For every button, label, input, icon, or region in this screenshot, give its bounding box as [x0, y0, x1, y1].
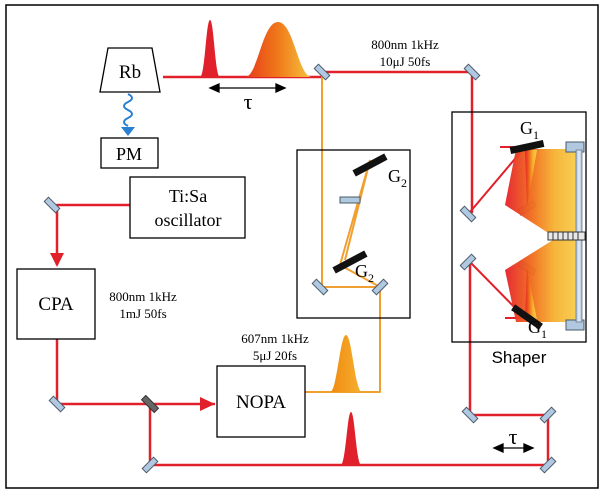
cpa-beam — [55, 339, 215, 406]
nopa-spec-2: 5μJ 20fs — [253, 348, 297, 363]
mirror-bottom-right — [539, 456, 557, 474]
fluorescence-wave — [123, 93, 133, 127]
grating-g1-upper — [509, 140, 545, 154]
orange-pulse-top — [245, 22, 312, 77]
nopa-box — [216, 365, 306, 438]
g1-lower-sub: 1 — [541, 327, 547, 341]
g1-upper-label: G1 — [520, 118, 539, 142]
beam-splitter — [140, 394, 160, 414]
g1-lower-label: G1 — [528, 317, 547, 341]
grating-g1-lower — [511, 304, 543, 330]
shaper-fan-upper — [525, 150, 537, 206]
beam-paths — [55, 70, 550, 467]
cpa-label: CPA — [38, 294, 73, 315]
oscillator-label-1: Ti:Sa — [169, 186, 207, 206]
arrow-into-cpa — [50, 253, 64, 267]
mirror-top-right — [463, 63, 481, 81]
g2-lower-sub: 2 — [368, 271, 374, 285]
shaper-label: Shaper — [492, 348, 547, 367]
grating-g2-lower — [332, 250, 368, 274]
g2-lower-label: G2 — [355, 261, 374, 285]
mirror-cpa-bottom — [48, 395, 66, 413]
mirror-compressor-fold — [339, 196, 361, 204]
nopa-spec-1: 607nm 1kHz — [241, 331, 309, 346]
slm-mask — [547, 231, 586, 241]
outer-frame — [5, 4, 599, 489]
shaper-box — [451, 111, 587, 343]
nopa-label: NOPA — [236, 392, 286, 413]
delay-label-top: τ — [244, 89, 253, 114]
mirror-compressor-br — [371, 278, 389, 296]
g2-upper-label: G2 — [388, 166, 407, 190]
rb-label: Rb — [119, 62, 141, 83]
curved-mirror-upper — [565, 141, 585, 153]
mirror-compressor-bl — [311, 278, 329, 296]
cpa-box — [16, 268, 96, 340]
top-beam-spec-1: 800nm 1kHz — [371, 37, 439, 52]
osc-beam — [55, 203, 130, 265]
compressor-box — [296, 149, 411, 319]
mirror-shaper-in — [459, 205, 477, 223]
mirror-bottom-left — [141, 456, 159, 474]
bottom-red-pulse — [340, 412, 362, 466]
rb-cell — [99, 47, 161, 93]
pm-box — [100, 137, 159, 169]
nopa-pulse — [330, 335, 362, 392]
shaper-fan-lower — [525, 268, 537, 320]
fluorescence-arrowhead — [121, 127, 135, 136]
mirror-shaper-out — [459, 253, 477, 271]
mirror-delay-left — [461, 406, 479, 424]
top-beam-spec-2: 10μJ 50fs — [380, 54, 431, 69]
delay-arrow-bottom — [492, 442, 535, 454]
delay-label-bottom: τ — [509, 424, 518, 449]
orange-beam — [321, 72, 381, 385]
g1-upper-sub: 1 — [533, 128, 539, 142]
delay-arrow-top — [208, 82, 287, 94]
red-pulse-top — [200, 20, 220, 77]
cpa-spec-1: 800nm 1kHz — [109, 289, 177, 304]
bottom-red-beam — [148, 262, 550, 467]
g2-upper-sub: 2 — [401, 176, 407, 190]
cpa-spec-2: 1mJ 50fs — [119, 306, 166, 321]
grating-g2-upper — [352, 153, 388, 177]
mirror-delay-right — [539, 406, 557, 424]
arrow-into-nopa — [200, 397, 215, 411]
mirror-osc-left — [43, 196, 61, 214]
oscillator-box — [129, 176, 246, 239]
shaper-spectrum-lower — [505, 240, 580, 322]
mirror-top-junction — [313, 63, 331, 81]
pm-label: PM — [116, 144, 142, 164]
oscillator-label-2: oscillator — [155, 210, 222, 230]
compressor-beam — [338, 159, 381, 288]
shaper-spectrum-upper — [505, 149, 580, 236]
